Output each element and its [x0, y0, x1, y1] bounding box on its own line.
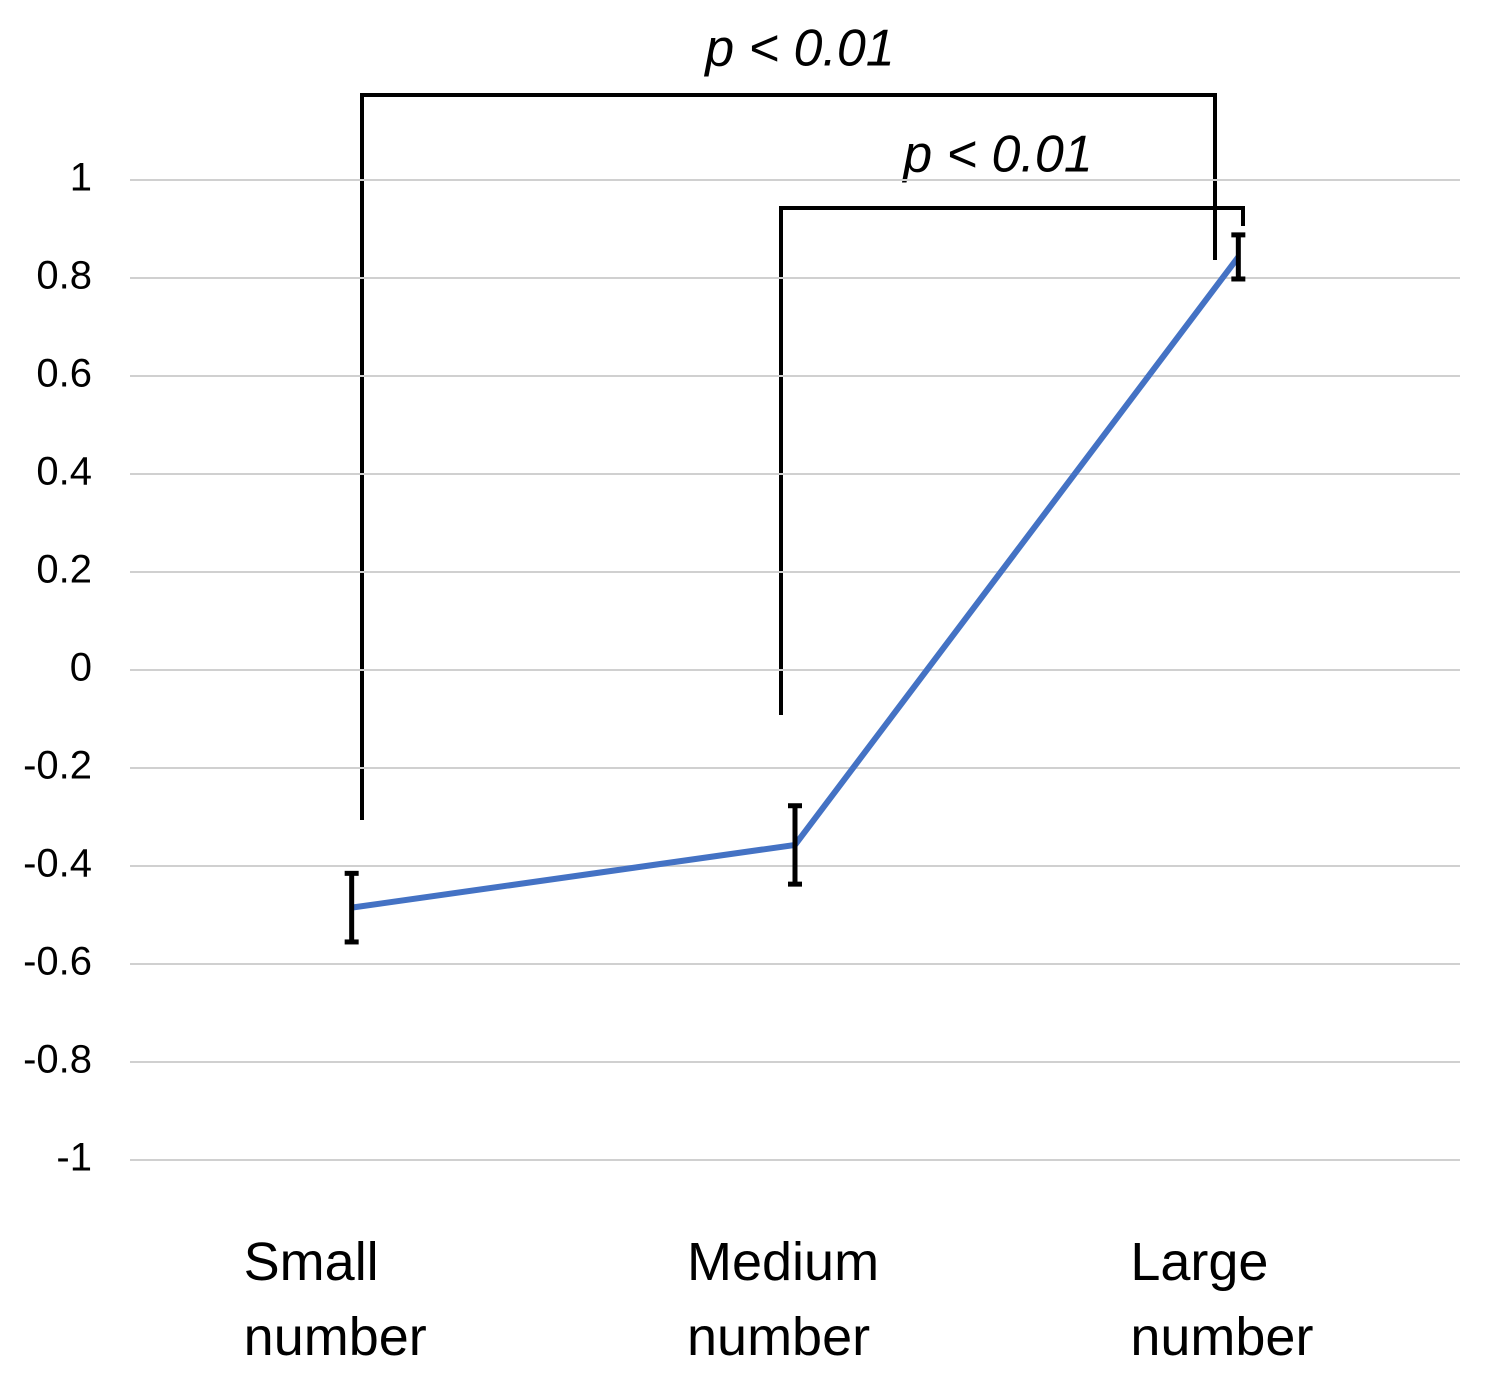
- y-tick-label: 0.8: [36, 254, 92, 298]
- significance-bracket: [360, 93, 1217, 820]
- y-tick-label: -0.8: [23, 1038, 92, 1082]
- y-tick-label: 0: [70, 646, 92, 690]
- annotation: p < 0.01: [703, 20, 894, 78]
- y-tick-label: -0.2: [23, 744, 92, 788]
- error-bar: [344, 870, 359, 945]
- y-tick-label: 0.4: [36, 450, 92, 494]
- significance-bracket: [779, 206, 1245, 715]
- error-bar: [788, 803, 802, 887]
- x-tick-label: Large number: [1130, 1232, 1314, 1367]
- error-bar: [1231, 232, 1246, 282]
- y-tick-label: -1: [56, 1136, 92, 1180]
- y-tick-label: 0.6: [36, 352, 92, 396]
- y-tick-label: 1: [70, 156, 92, 200]
- x-tick-label: Medium number: [687, 1232, 880, 1367]
- annotation: p < 0.01: [901, 126, 1092, 184]
- x-tick-label: Small number: [243, 1232, 427, 1367]
- y-tick-label: -0.4: [23, 842, 92, 886]
- y-tick-label: -0.6: [23, 940, 92, 984]
- y-tick-label: 0.2: [36, 548, 92, 592]
